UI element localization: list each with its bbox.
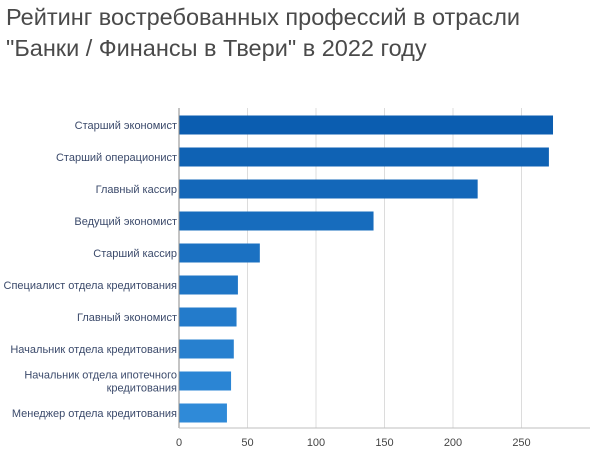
category-label-6: Специалист отдела кредитования xyxy=(4,280,178,292)
x-tick-label-250: 250 xyxy=(512,437,530,449)
category-label-4: Ведущий экономист xyxy=(74,216,177,228)
category-label-line: Менеджер отдела кредитования xyxy=(12,408,177,420)
chart-title: Рейтинг востребованных профессий в отрас… xyxy=(6,2,598,64)
category-label-line: Главный экономист xyxy=(77,312,177,324)
bar-4 xyxy=(179,211,374,231)
category-label-line: Начальник отдела ипотечного xyxy=(24,370,177,382)
category-labels: Старший экономист Старший операционист Гла… xyxy=(4,120,178,420)
category-label-8: Начальник отдела кредитования xyxy=(10,344,177,356)
category-label-1: Старший экономист xyxy=(75,120,177,132)
category-label-line: Ведущий экономист xyxy=(74,216,177,228)
bars xyxy=(179,115,554,423)
axes xyxy=(178,108,590,429)
bar-5 xyxy=(179,243,260,263)
category-label-line: Старший экономист xyxy=(75,120,177,132)
category-label-9: Начальник отдела ипотечного кредитования xyxy=(24,370,177,395)
x-tick-label-0: 0 xyxy=(176,437,182,449)
bar-3 xyxy=(179,179,478,199)
category-label-line: Специалист отдела кредитования xyxy=(4,280,178,292)
x-tick-label-50: 50 xyxy=(241,437,253,449)
category-label-5: Старший кассир xyxy=(93,248,177,260)
x-tick-labels: 0 50 100 150 200 250 xyxy=(176,437,531,449)
bar-8 xyxy=(179,339,234,359)
category-label-line: Старший кассир xyxy=(93,248,177,260)
bar-7 xyxy=(179,307,237,327)
bar-6 xyxy=(179,275,238,295)
bar-2 xyxy=(179,147,549,167)
category-label-line: Старший операционист xyxy=(56,152,177,164)
category-label-line: кредитования xyxy=(107,383,177,395)
category-label-3: Главный кассир xyxy=(96,184,177,196)
bar-9 xyxy=(179,371,232,391)
category-label-7: Главный экономист xyxy=(77,312,177,324)
chart-title-line-2: "Банки / Финансы в Твери" в 2022 году xyxy=(6,35,427,61)
category-label-line: Главный кассир xyxy=(96,184,177,196)
bar-10 xyxy=(179,403,227,423)
x-tick-label-150: 150 xyxy=(375,437,393,449)
category-label-10: Менеджер отдела кредитования xyxy=(12,408,177,420)
x-tick-label-200: 200 xyxy=(444,437,462,449)
bar-1 xyxy=(179,115,554,135)
category-label-2: Старший операционист xyxy=(56,152,177,164)
chart-title-line-1: Рейтинг востребованных профессий в отрас… xyxy=(6,4,521,30)
category-label-line: Начальник отдела кредитования xyxy=(10,344,177,356)
x-tick-label-100: 100 xyxy=(307,437,325,449)
